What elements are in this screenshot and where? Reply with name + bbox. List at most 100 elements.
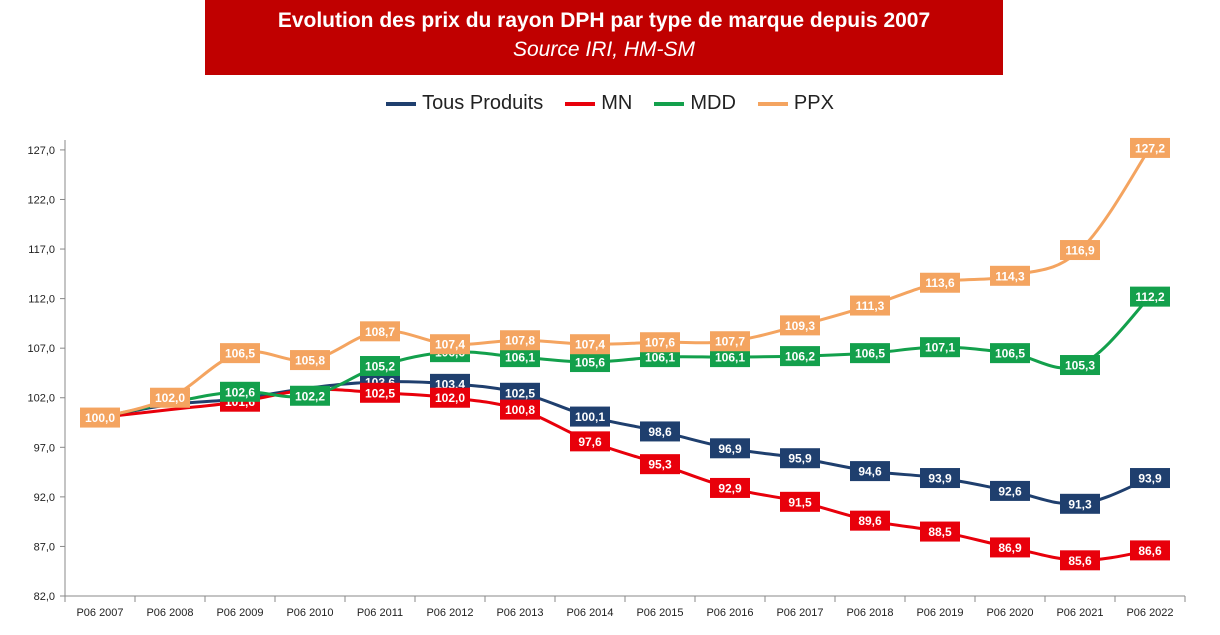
x-tick-label: P06 2017 <box>776 607 823 619</box>
data-label: 102,6 <box>225 385 255 399</box>
data-label-box <box>710 477 750 498</box>
x-tick-label: P06 2022 <box>1126 607 1173 619</box>
legend-item: MDD <box>654 92 736 115</box>
data-label: 113,6 <box>925 276 955 290</box>
legend-item: MN <box>565 92 632 115</box>
x-tick-label: P06 2021 <box>1056 607 1103 619</box>
data-label: 105,2 <box>365 360 395 374</box>
x-tick-label: P06 2013 <box>496 607 543 619</box>
data-label: 95,9 <box>788 452 812 466</box>
data-label-box <box>990 265 1030 286</box>
data-label: 94,6 <box>858 465 882 479</box>
legend-label: MDD <box>690 92 736 114</box>
data-label-box <box>220 381 260 402</box>
data-label: 105,6 <box>575 356 605 370</box>
data-label-box <box>710 331 750 352</box>
x-tick-label: P06 2015 <box>636 607 683 619</box>
legend-swatch <box>757 101 788 106</box>
x-tick-label: P06 2019 <box>916 607 963 619</box>
data-label-box <box>920 521 960 542</box>
data-label: 127,2 <box>1135 141 1165 155</box>
data-label: 106,5 <box>855 347 885 361</box>
data-label: 89,6 <box>858 514 882 528</box>
y-tick-label: 87,0 <box>34 541 55 553</box>
legend-item: PPX <box>757 92 834 115</box>
data-label: 107,8 <box>505 334 535 348</box>
data-label-box <box>850 343 890 364</box>
legend-swatch <box>386 101 417 106</box>
chart-title-box: Evolution des prix du rayon DPH par type… <box>205 0 1003 75</box>
data-label-box <box>80 407 120 428</box>
data-label: 112,2 <box>1135 290 1165 304</box>
x-tick-label: P06 2016 <box>706 607 753 619</box>
y-tick-label: 127,0 <box>27 145 55 157</box>
x-tick-label: P06 2011 <box>357 607 403 619</box>
data-label: 106,1 <box>645 351 675 365</box>
data-label-box <box>570 334 610 355</box>
series-line <box>99 387 1151 562</box>
x-tick-label: P06 2018 <box>846 607 893 619</box>
x-tick-label: P06 2014 <box>566 607 613 619</box>
legend-item: Tous Produits <box>386 92 543 115</box>
data-label-box <box>570 431 610 452</box>
data-label: 96,9 <box>718 442 742 456</box>
data-label-box <box>500 347 540 368</box>
data-label: 105,3 <box>1065 359 1095 373</box>
data-label: 111,3 <box>856 299 885 313</box>
x-tick-label: P06 2010 <box>286 607 333 619</box>
data-label-box <box>990 537 1030 558</box>
data-label: 106,2 <box>785 350 815 364</box>
legend-swatch <box>565 101 596 106</box>
data-label-box <box>850 510 890 531</box>
data-label: 107,7 <box>715 335 745 349</box>
data-label: 85,6 <box>1068 554 1092 568</box>
data-label: 108,7 <box>365 325 395 339</box>
data-label: 100,8 <box>505 403 535 417</box>
data-label: 116,9 <box>1065 244 1095 258</box>
data-label-box <box>570 352 610 373</box>
data-label: 86,9 <box>998 541 1022 555</box>
legend-label: PPX <box>793 92 834 114</box>
data-label: 107,1 <box>925 341 955 355</box>
data-label: 102,2 <box>295 389 325 403</box>
data-label-box <box>220 343 260 364</box>
legend-swatch <box>654 101 685 106</box>
data-label-box <box>640 454 680 475</box>
data-label-box <box>640 332 680 353</box>
y-tick-label: 107,0 <box>27 343 55 355</box>
data-label-box <box>500 399 540 420</box>
data-label: 114,3 <box>995 269 1025 283</box>
x-tick-label: P06 2009 <box>216 607 263 619</box>
data-label: 102,5 <box>365 386 395 400</box>
data-label: 105,8 <box>295 354 325 368</box>
data-label-box <box>1060 355 1100 376</box>
legend: Tous Produits MN MDD PPX <box>0 92 1220 115</box>
data-label-box <box>640 421 680 442</box>
x-tick-label: P06 2012 <box>426 607 473 619</box>
legend-label: MN <box>601 92 633 114</box>
data-label-box <box>990 480 1030 501</box>
data-label-box <box>430 387 470 408</box>
chart-subtitle: Source IRI, HM-SM <box>512 38 696 61</box>
data-label-box <box>1130 468 1170 489</box>
data-label: 100,1 <box>575 410 605 424</box>
data-label: 107,4 <box>435 338 465 352</box>
y-tick-label: 122,0 <box>27 194 55 206</box>
data-label: 93,9 <box>928 472 952 486</box>
data-label-box <box>1060 493 1100 514</box>
data-label: 92,9 <box>718 481 742 495</box>
data-label: 107,6 <box>645 336 675 350</box>
data-label-box <box>360 382 400 403</box>
data-label-box <box>1130 286 1170 307</box>
y-tick-label: 102,0 <box>27 393 55 405</box>
data-label: 88,5 <box>928 525 952 539</box>
data-label-box <box>990 343 1030 364</box>
data-label: 95,3 <box>648 458 672 472</box>
data-label-box <box>430 334 470 355</box>
data-label: 106,5 <box>225 347 255 361</box>
data-label-box <box>290 385 330 406</box>
data-label-box <box>850 461 890 482</box>
data-label: 97,6 <box>578 435 602 449</box>
y-tick-label: 117,0 <box>28 244 55 256</box>
data-label-box <box>570 406 610 427</box>
